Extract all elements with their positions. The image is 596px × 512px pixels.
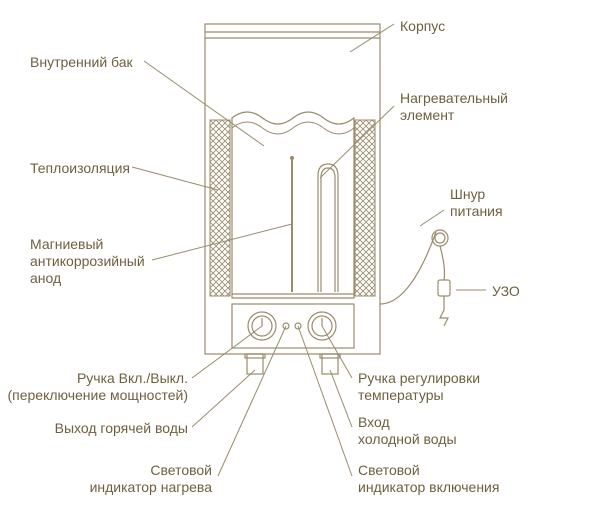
- label-knob_temp: Ручка регулировки температуры: [358, 370, 480, 404]
- label-cold_in: Вход холодной воды: [358, 414, 457, 448]
- label-insulation: Теплоизоляция: [30, 160, 130, 177]
- label-knob_power: Ручка Вкл./Выкл. (переключение мощностей…: [7, 370, 188, 404]
- label-anode: Магниевый антикоррозийный анод: [30, 236, 145, 287]
- label-hot_out: Выход горячей воды: [55, 420, 188, 437]
- label-led_heat: Световой индикатор нагрева: [90, 462, 212, 496]
- label-led_on: Световой индикатор включения: [358, 462, 499, 496]
- label-heater: Нагревательный элемент: [400, 90, 508, 124]
- label-body: Корпус: [400, 18, 445, 35]
- label-inner_tank: Внутренний бак: [30, 54, 133, 71]
- label-cord: Шнур питания: [450, 186, 503, 220]
- label-rcd: УЗО: [492, 283, 520, 300]
